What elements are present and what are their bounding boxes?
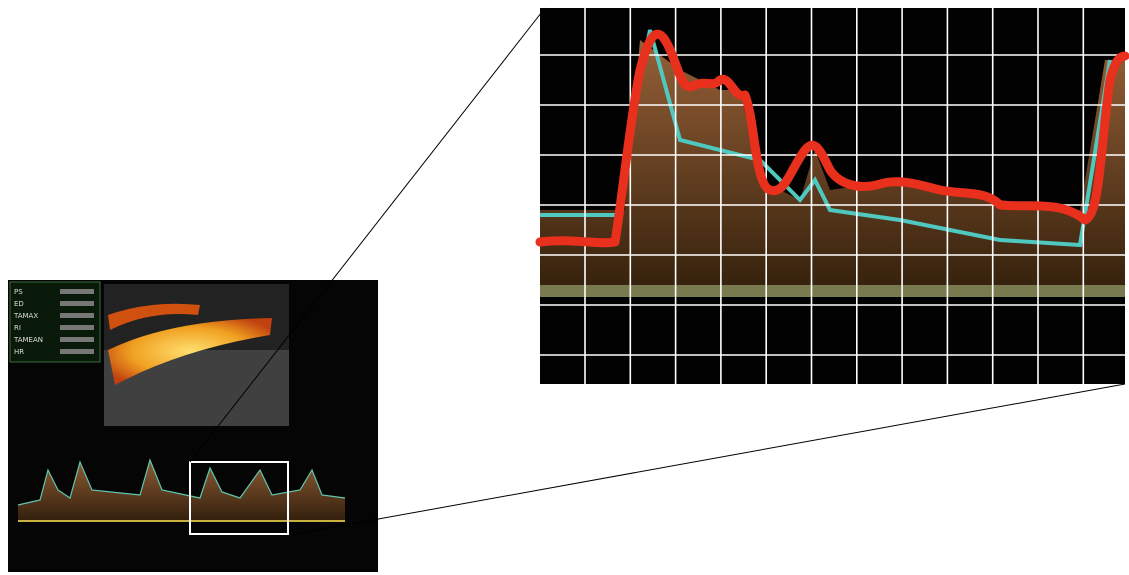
measurement-value	[60, 313, 94, 318]
doppler-envelope	[17, 458, 346, 506]
trace	[535, 29, 1129, 248]
measurement-value	[60, 289, 94, 294]
color-flow	[108, 303, 200, 330]
measurement-list: PS ED TAMAX RI TAMEAN HR	[13, 288, 94, 356]
measurement-value	[60, 325, 94, 330]
measurement-label: RI	[14, 324, 21, 332]
ultrasound-screen: PS ED TAMAX RI TAMEAN HR	[8, 280, 378, 572]
zoom-box	[189, 461, 289, 535]
connector	[189, 7, 546, 463]
measurement-label: PS	[14, 288, 23, 296]
zoom-baseline	[540, 285, 1125, 297]
measurement-value	[60, 337, 94, 342]
color-flow	[108, 318, 272, 385]
measure-box	[9, 281, 101, 363]
measurement-label: TAMAX	[13, 312, 38, 320]
measurement-value	[60, 349, 94, 354]
measurement-label: TAMEAN	[13, 336, 43, 344]
measurement-label: HR	[14, 348, 24, 356]
measurement-value	[60, 301, 94, 306]
spectral-doppler	[18, 460, 345, 520]
zoom-spectrum	[540, 40, 1125, 285]
measurement-label: ED	[14, 300, 24, 308]
zoom-panel	[535, 8, 1129, 384]
connector	[289, 383, 1126, 536]
